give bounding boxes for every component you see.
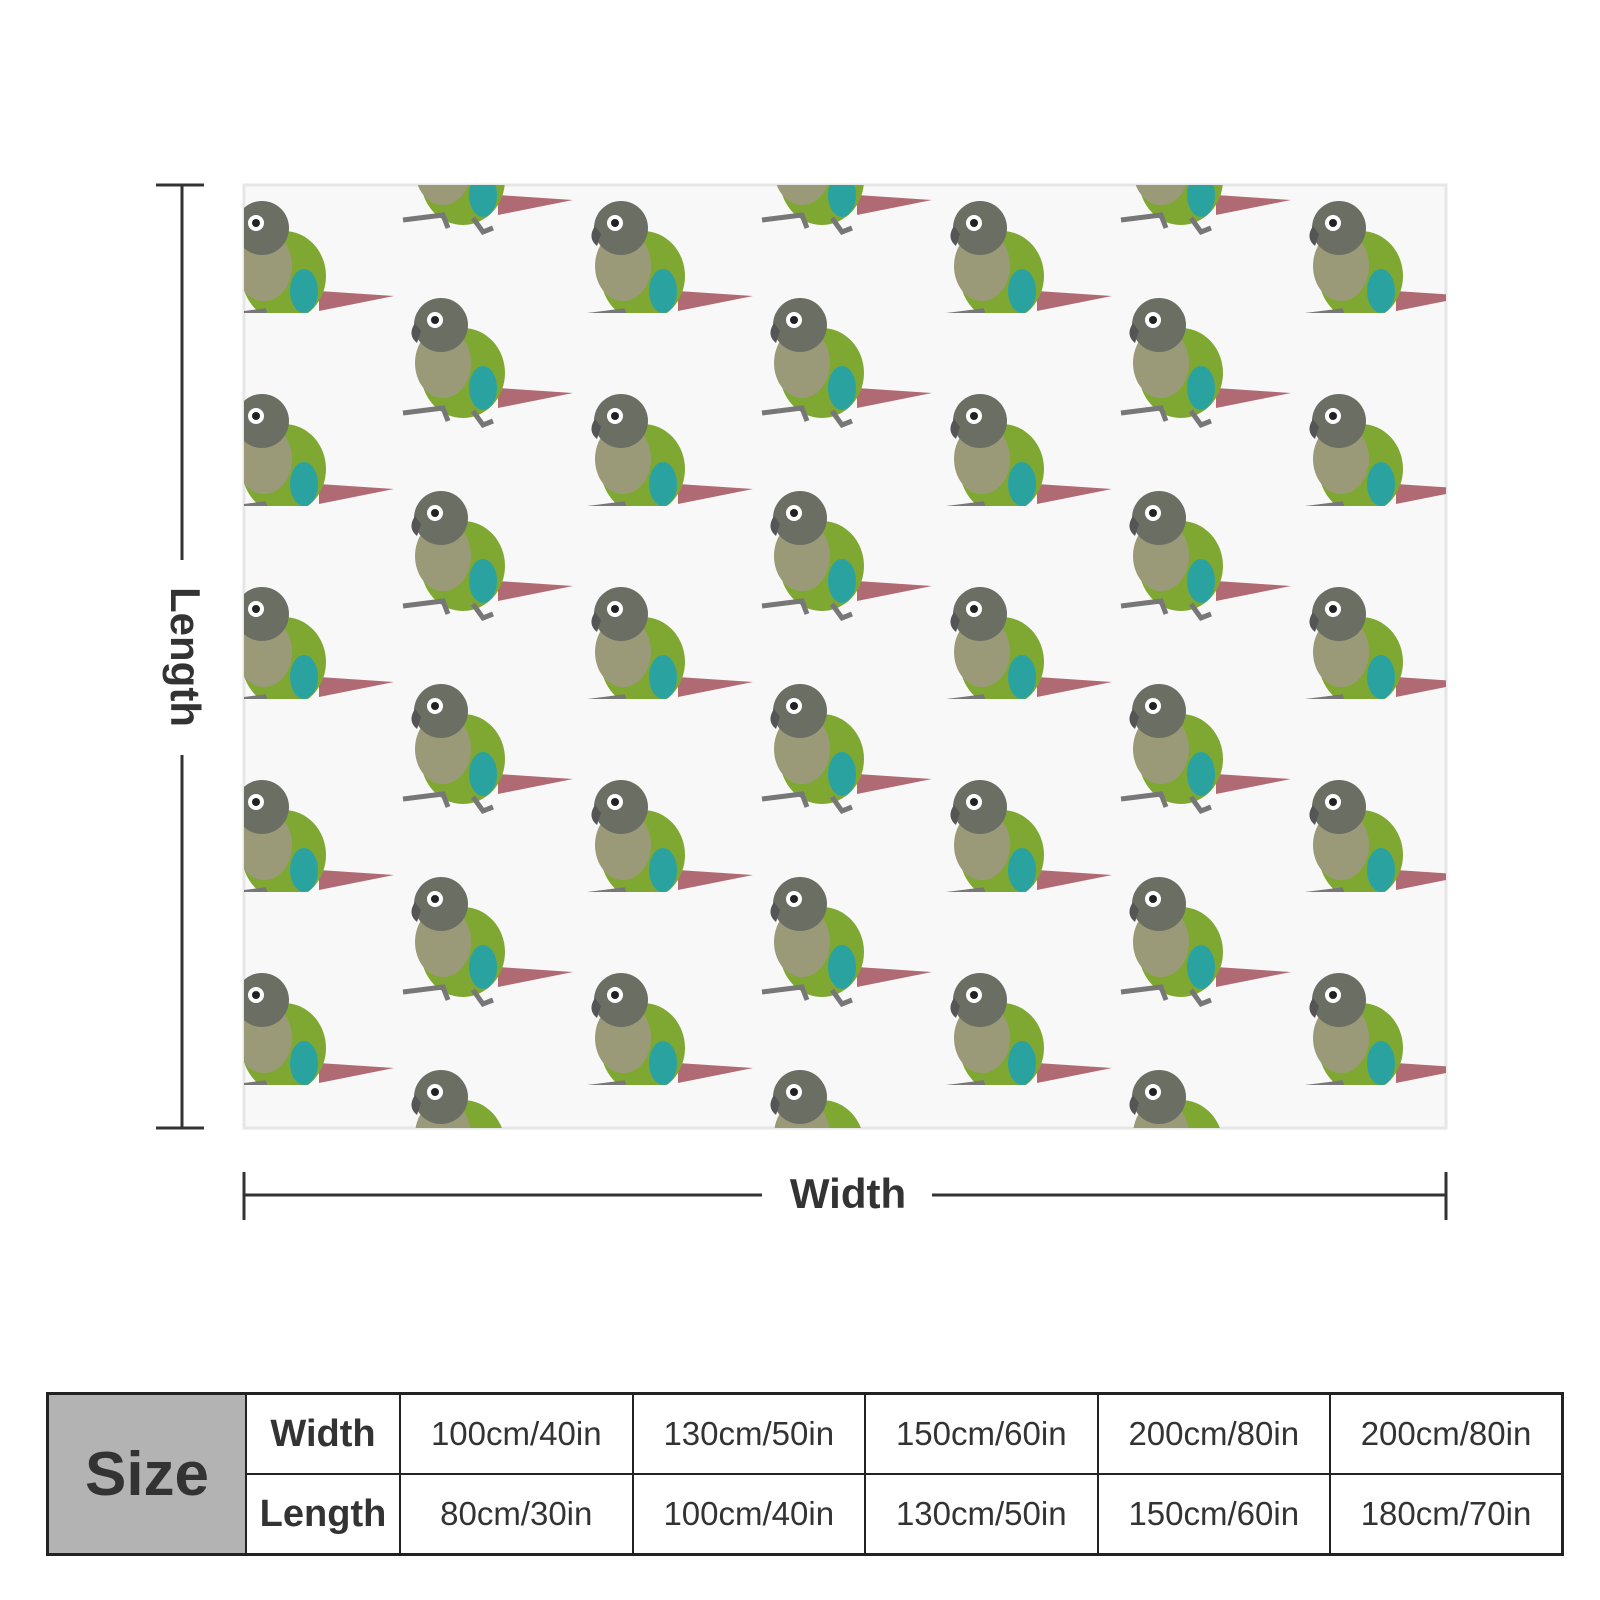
size-table: Size Width 100cm/40in 130cm/50in 150cm/60in 2… <box>46 1392 1564 1556</box>
width-marker <box>242 1172 1448 1220</box>
size-cell: 180cm/70in <box>1329 1473 1564 1556</box>
table-row: Length 80cm/30in 100cm/40in 130cm/50in 150cm… <box>48 1473 1564 1556</box>
size-cell: 80cm/30in <box>399 1473 634 1556</box>
table-row: Size Width 100cm/40in 130cm/50in 150cm/60in 2… <box>46 1392 1564 1556</box>
length-marker <box>156 183 204 1130</box>
size-cell: 200cm/80in <box>1329 1392 1564 1475</box>
size-cell: 100cm/40in <box>399 1392 634 1475</box>
size-cell: 100cm/40in <box>631 1473 866 1556</box>
row-label: Length <box>245 1473 401 1556</box>
parrot-pattern <box>244 185 1446 1128</box>
size-cell: 150cm/60in <box>864 1392 1099 1475</box>
size-cell: 130cm/50in <box>864 1473 1099 1556</box>
length-label: Length <box>162 587 209 727</box>
size-cell: 200cm/80in <box>1096 1392 1331 1475</box>
size-cell: 130cm/50in <box>631 1392 866 1475</box>
row-label: Width <box>245 1392 401 1475</box>
size-header: Size <box>46 1392 247 1556</box>
width-label: Width <box>790 1170 906 1217</box>
size-cell: 150cm/60in <box>1096 1473 1331 1556</box>
